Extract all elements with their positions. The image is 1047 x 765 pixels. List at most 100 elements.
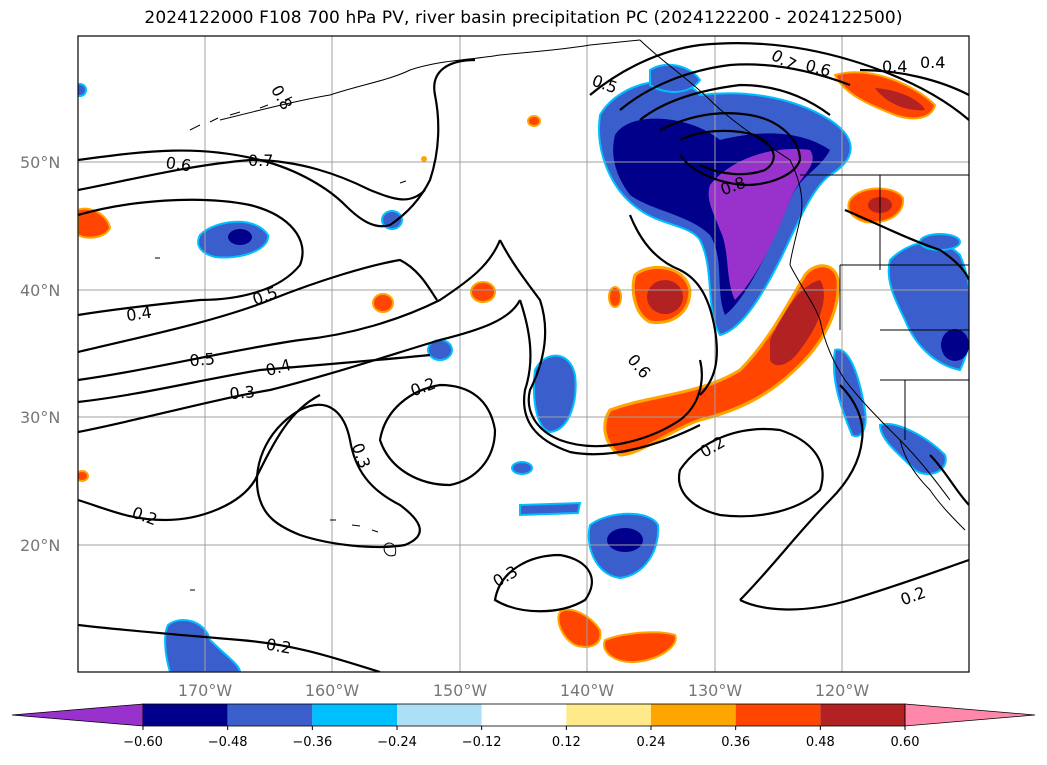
colorbar-segment bbox=[227, 704, 313, 726]
colorbar-tick-label: 0.12 bbox=[552, 735, 581, 750]
purple-core-pnw bbox=[708, 149, 813, 300]
map-body: 0.8 0.6 0.7 0.5 0.4 0.5 0.4 0.3 0.2 0.3 … bbox=[78, 36, 969, 672]
contour-0.2-left bbox=[78, 394, 321, 522]
lon-label-140: 140°W bbox=[560, 681, 615, 700]
pos-blob-5 bbox=[78, 207, 112, 239]
colorbar-segment bbox=[651, 704, 736, 726]
state-lines bbox=[839, 265, 969, 440]
contour-0.7-big bbox=[639, 83, 831, 121]
contour-0.5 bbox=[78, 239, 502, 382]
clabel-0.4-a: 0.4 bbox=[125, 303, 153, 325]
contour-ne-0.4 bbox=[859, 68, 969, 96]
pos-blob-2 bbox=[608, 286, 622, 308]
contour-se-0.4 bbox=[844, 208, 969, 281]
pos-blob-3 bbox=[470, 281, 496, 303]
lon-label-170: 170°W bbox=[178, 681, 233, 700]
neg-interior-4 bbox=[919, 233, 961, 251]
contour-0.7 bbox=[78, 158, 426, 201]
contour-0.2-right bbox=[677, 428, 824, 518]
colorbar-segment bbox=[566, 704, 651, 726]
colorbar-segment bbox=[397, 704, 482, 726]
pos-blob-4 bbox=[372, 293, 394, 313]
contour-0.6-b bbox=[78, 198, 304, 317]
contour-0.5-big bbox=[589, 42, 969, 121]
pos-blob-8 bbox=[603, 631, 677, 664]
alaska-coast bbox=[219, 39, 641, 121]
contour-0.2-bottom bbox=[78, 623, 381, 672]
colorbar-tick-label: 0.24 bbox=[637, 735, 666, 750]
lon-label-150: 150°W bbox=[433, 681, 488, 700]
us-west-coast bbox=[789, 264, 951, 501]
neg-patch-2 bbox=[381, 210, 403, 230]
neg-patch-6 bbox=[519, 501, 582, 517]
colorbar-segment bbox=[735, 704, 821, 726]
colorbar-tick-label: −0.36 bbox=[292, 735, 332, 750]
neg-patch-4 bbox=[532, 354, 577, 434]
colorbar-segment bbox=[143, 704, 228, 726]
colorbar-tick-label: −0.24 bbox=[377, 735, 417, 750]
colorbar-segment bbox=[312, 704, 397, 726]
colorbar-segment bbox=[481, 704, 567, 726]
gridlines bbox=[78, 36, 969, 672]
pos-blob-10 bbox=[421, 156, 427, 162]
clabel-0.4-d: 0.4 bbox=[920, 53, 945, 72]
neg-patch-9 bbox=[78, 83, 87, 97]
contour-0.3-loop bbox=[255, 403, 421, 549]
colorbar-tick-label: −0.48 bbox=[208, 735, 248, 750]
clabel-0.4-c: 0.4 bbox=[882, 57, 907, 76]
pos-blob-7 bbox=[557, 608, 602, 648]
us-border bbox=[800, 174, 969, 270]
lat-label-50: 50°N bbox=[20, 153, 60, 172]
lon-label-130: 130°W bbox=[688, 681, 743, 700]
pos-blob-9 bbox=[527, 115, 541, 127]
contour-0.6-mid bbox=[499, 239, 703, 448]
clabel-0.2-c: 0.2 bbox=[265, 635, 293, 658]
contour-0.2-se-b bbox=[739, 558, 969, 611]
colorbar: −0.60 −0.48 −0.36 −0.24 −0.12 0.12 0.24 0.36 0.4… bbox=[11, 703, 1036, 750]
colorbar-extend-left bbox=[11, 703, 144, 727]
aleutians bbox=[189, 96, 293, 131]
hawaii bbox=[330, 519, 397, 557]
neg-patch-5 bbox=[511, 461, 533, 475]
pv-contours bbox=[78, 42, 969, 672]
contour-0.4-b bbox=[78, 299, 521, 434]
contour-pnw-down bbox=[628, 214, 718, 396]
baja bbox=[899, 439, 966, 531]
lat-axis: 50°N 40°N 30°N 20°N bbox=[20, 153, 60, 555]
contour-0.2-se bbox=[739, 384, 864, 601]
lon-label-160: 160°W bbox=[305, 681, 360, 700]
map-title: 2024122000 F108 700 hPa PV, river basin … bbox=[144, 8, 903, 28]
clabel-0.5-b: 0.5 bbox=[189, 349, 216, 370]
neg-patch-7-core bbox=[607, 528, 643, 552]
clabel-0.3-a: 0.3 bbox=[229, 382, 256, 403]
colorbar-tick-label: 0.48 bbox=[806, 735, 835, 750]
contour-0.6-big bbox=[619, 63, 851, 111]
colorbar-tick-label: 0.60 bbox=[891, 735, 920, 750]
map-frame bbox=[77, 35, 970, 673]
contour-0.3-bottom bbox=[493, 553, 593, 613]
contour-0.8 bbox=[659, 112, 802, 187]
contour-0.3 bbox=[78, 353, 431, 404]
colorbar-tick-label: −0.60 bbox=[123, 735, 163, 750]
lat-label-30: 30°N bbox=[20, 408, 60, 427]
contour-0.2-loop bbox=[378, 383, 497, 487]
precip-shading bbox=[78, 63, 969, 672]
small-islands bbox=[155, 180, 407, 591]
contour-0.4 bbox=[78, 258, 438, 354]
lon-label-120: 120°W bbox=[815, 681, 870, 700]
colorbar-segment bbox=[820, 704, 905, 726]
colorbar-extend-right bbox=[904, 703, 1036, 727]
contour-0.5-mid bbox=[518, 299, 701, 456]
colorbar-tick-label: 0.36 bbox=[721, 735, 750, 750]
clabel-0.7-a: 0.7 bbox=[248, 151, 273, 170]
colorbar-frame bbox=[142, 703, 906, 727]
contour-0.6-north bbox=[78, 58, 476, 228]
contour-far-se bbox=[929, 454, 969, 506]
pos-blob-6 bbox=[78, 470, 89, 482]
lat-label-20: 20°N bbox=[20, 536, 60, 555]
neg-patch-8 bbox=[164, 619, 242, 672]
pos-blob-1-core bbox=[647, 280, 683, 314]
neg-interior-1-core bbox=[941, 329, 969, 361]
neg-patch-1-core bbox=[228, 229, 252, 245]
